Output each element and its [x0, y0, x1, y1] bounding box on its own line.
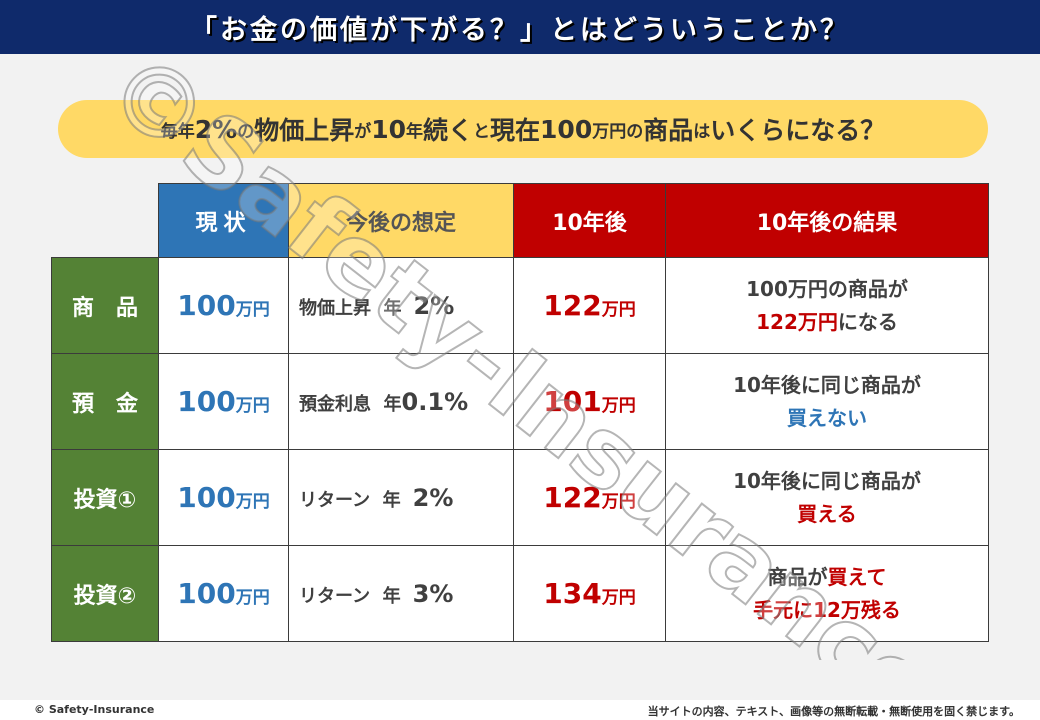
- after-value: 101: [543, 385, 602, 418]
- after-value-cell: 122万円: [513, 449, 666, 546]
- after-unit: 万円: [601, 492, 636, 512]
- question-part: の: [237, 121, 255, 142]
- question-part: 毎年: [160, 121, 195, 142]
- current-unit: 万円: [235, 588, 270, 608]
- current-value: 100: [177, 577, 236, 610]
- table-row: 投資① 100万円 リターン 年 2% 122万円 10年後に同じ商品が 買える: [51, 449, 989, 546]
- assumption-rate: 3%: [412, 579, 454, 608]
- current-value-cell: 100万円: [158, 257, 289, 354]
- header-assumption: 今後の想定: [288, 183, 514, 258]
- current-unit: 万円: [235, 396, 270, 416]
- header-current: 現状: [158, 183, 289, 258]
- page-title: 「お金の価値が下がる？」とはどういうことか？: [190, 14, 850, 46]
- table-corner: [51, 183, 159, 258]
- after-unit: 万円: [601, 396, 636, 416]
- result-cell: 10年後に同じ商品が 買える: [665, 449, 989, 546]
- current-value: 100: [177, 481, 236, 514]
- comparison-table: 現状 今後の想定 10年後 10年後の結果 商 品 100万円 物価上昇 年 2%…: [51, 183, 989, 642]
- question-part: が: [354, 121, 372, 142]
- current-value: 100: [177, 289, 236, 322]
- result-line: 100万円の商品が: [746, 276, 908, 301]
- result-line: 10年後に同じ商品が: [733, 372, 921, 397]
- assumption-rate: 2%: [413, 291, 455, 320]
- current-unit: 万円: [235, 300, 270, 320]
- current-value: 100: [177, 385, 236, 418]
- question-part: いくらになる？: [710, 116, 886, 145]
- question-part: 10: [371, 114, 406, 144]
- after-value: 134: [543, 577, 602, 610]
- after-value-cell: 122万円: [513, 257, 666, 354]
- question-part: 万円: [592, 121, 627, 142]
- result-cell: 100万円の商品が 122万円になる: [665, 257, 989, 354]
- assumption-rate: 2%: [412, 483, 454, 512]
- after-value: 122: [543, 481, 602, 514]
- table-row: 預 金 100万円 預金利息 年0.1% 101万円 10年後に同じ商品が 買え…: [51, 353, 989, 450]
- result-highlight: 買えない: [787, 405, 867, 430]
- current-value-cell: 100万円: [158, 353, 289, 450]
- question-part: の: [626, 121, 644, 142]
- header-result: 10年後の結果: [665, 183, 989, 258]
- result-highlight: 122万円: [756, 309, 838, 334]
- result-highlight: 買える: [797, 501, 857, 526]
- result-line: 10年後に同じ商品が: [733, 468, 921, 493]
- assumption-label: 預金利息 年: [299, 393, 402, 415]
- current-unit: 万円: [235, 492, 270, 512]
- after-value: 122: [543, 289, 602, 322]
- question-part: 年: [406, 121, 423, 142]
- result-line: 商品が: [767, 564, 828, 589]
- row-label-deposit: 預 金: [51, 353, 159, 450]
- assumption-label: リターン 年: [299, 585, 401, 607]
- question-part: 続く: [423, 116, 474, 145]
- result-highlight: 手元に12万残る: [753, 597, 901, 622]
- result-cell: 10年後に同じ商品が 買えない: [665, 353, 989, 450]
- after-value-cell: 101万円: [513, 353, 666, 450]
- assumption-cell: 物価上昇 年 2%: [288, 257, 514, 354]
- row-label-product: 商 品: [51, 257, 159, 354]
- row-label-investment-2: 投資②: [51, 545, 159, 642]
- result-cell: 商品が買えて 手元に12万残る: [665, 545, 989, 642]
- result-line: になる: [837, 309, 898, 334]
- row-label-investment-1: 投資①: [51, 449, 159, 546]
- question-part: は: [693, 121, 711, 142]
- assumption-label: 物価上昇 年: [299, 297, 402, 319]
- table-header-row: 現状 今後の想定 10年後 10年後の結果: [51, 183, 989, 258]
- question-part: 物価上昇: [254, 116, 355, 145]
- question-part: と: [473, 121, 491, 142]
- assumption-rate: 0.1%: [401, 387, 469, 416]
- question-part: 現在: [490, 116, 541, 145]
- footer-notice: 当サイトの内容、テキスト、画像等の無断転載・無断使用を固く禁じます。: [647, 705, 1020, 718]
- header-after: 10年後: [513, 183, 666, 258]
- footer-copyright: © Safety-Insurance: [34, 703, 155, 716]
- assumption-cell: リターン 年 3%: [288, 545, 514, 642]
- current-value-cell: 100万円: [158, 449, 289, 546]
- assumption-cell: 預金利息 年0.1%: [288, 353, 514, 450]
- question-banner: 毎年 2% の 物価上昇 が 10 年 続く と 現在 100 万円 の 商品 …: [58, 100, 988, 158]
- current-value-cell: 100万円: [158, 545, 289, 642]
- question-part: 2%: [194, 114, 238, 144]
- table-row: 投資② 100万円 リターン 年 3% 134万円 商品が買えて 手元に12万残る: [51, 545, 989, 642]
- question-part: 100: [540, 114, 593, 144]
- after-unit: 万円: [601, 588, 636, 608]
- assumption-cell: リターン 年 2%: [288, 449, 514, 546]
- after-value-cell: 134万円: [513, 545, 666, 642]
- table-row: 商 品 100万円 物価上昇 年 2% 122万円 100万円の商品が 122万円…: [51, 257, 989, 354]
- assumption-label: リターン 年: [299, 489, 401, 511]
- after-unit: 万円: [601, 300, 636, 320]
- title-bar: 「お金の価値が下がる？」とはどういうことか？: [0, 0, 1040, 54]
- question-part: 商品: [643, 116, 694, 145]
- result-highlight: 買えて: [827, 564, 887, 589]
